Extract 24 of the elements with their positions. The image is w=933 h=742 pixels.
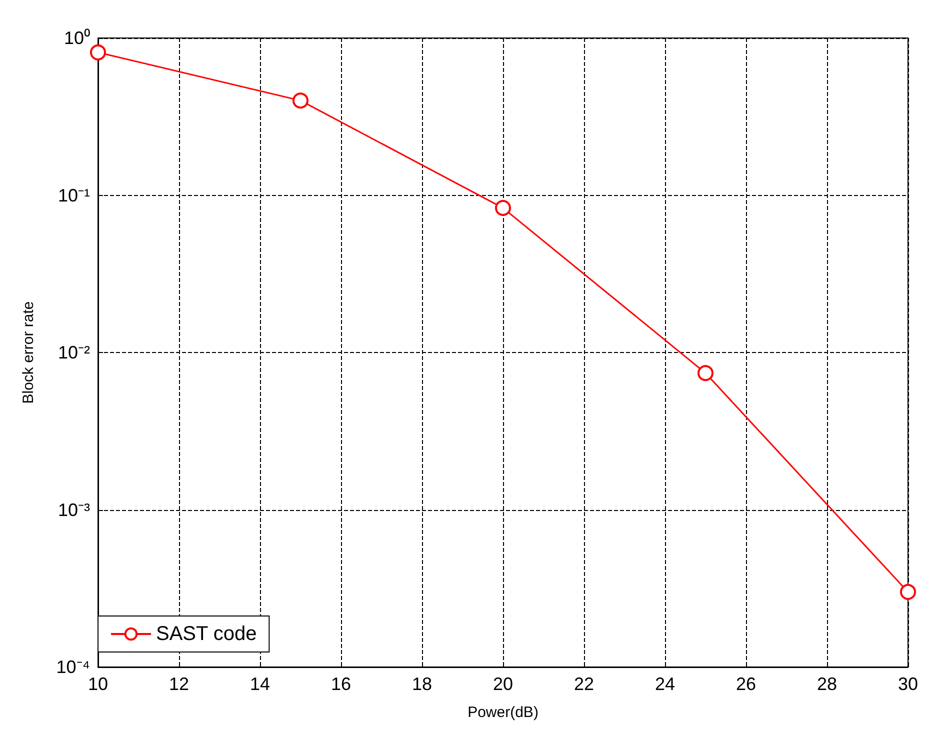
legend-label: SAST code [156, 623, 257, 645]
point [900, 584, 916, 600]
x-tick-label: 16 [330, 674, 352, 694]
y-axis-title: Block error rate [20, 301, 37, 404]
point [495, 200, 511, 216]
x-tick-label: 26 [736, 674, 756, 694]
y-tick-label: 10⁻² [58, 342, 90, 362]
point [90, 44, 106, 60]
x-tick-label: 30 [898, 674, 918, 694]
x-tick-label: 22 [574, 674, 594, 694]
x-tick-label: 24 [654, 674, 676, 694]
x-tick-label: 14 [250, 674, 270, 694]
x-tick-label: 20 [492, 674, 514, 694]
point [292, 92, 308, 109]
y-tick-label: 10⁻⁴ [56, 657, 90, 677]
x-tick-label: 28 [816, 674, 838, 694]
y-tick-label: 10⁻³ [58, 500, 90, 520]
y-tick-label: 10⁻¹ [58, 185, 90, 206]
x-tick-label: 18 [412, 674, 432, 694]
x-tick-label: 12 [168, 674, 190, 694]
x-tick-label: 10 [88, 674, 108, 694]
point [698, 365, 714, 382]
y-tick-label: 10⁰ [64, 28, 90, 48]
x-axis-title: Power(dB) [468, 704, 538, 721]
